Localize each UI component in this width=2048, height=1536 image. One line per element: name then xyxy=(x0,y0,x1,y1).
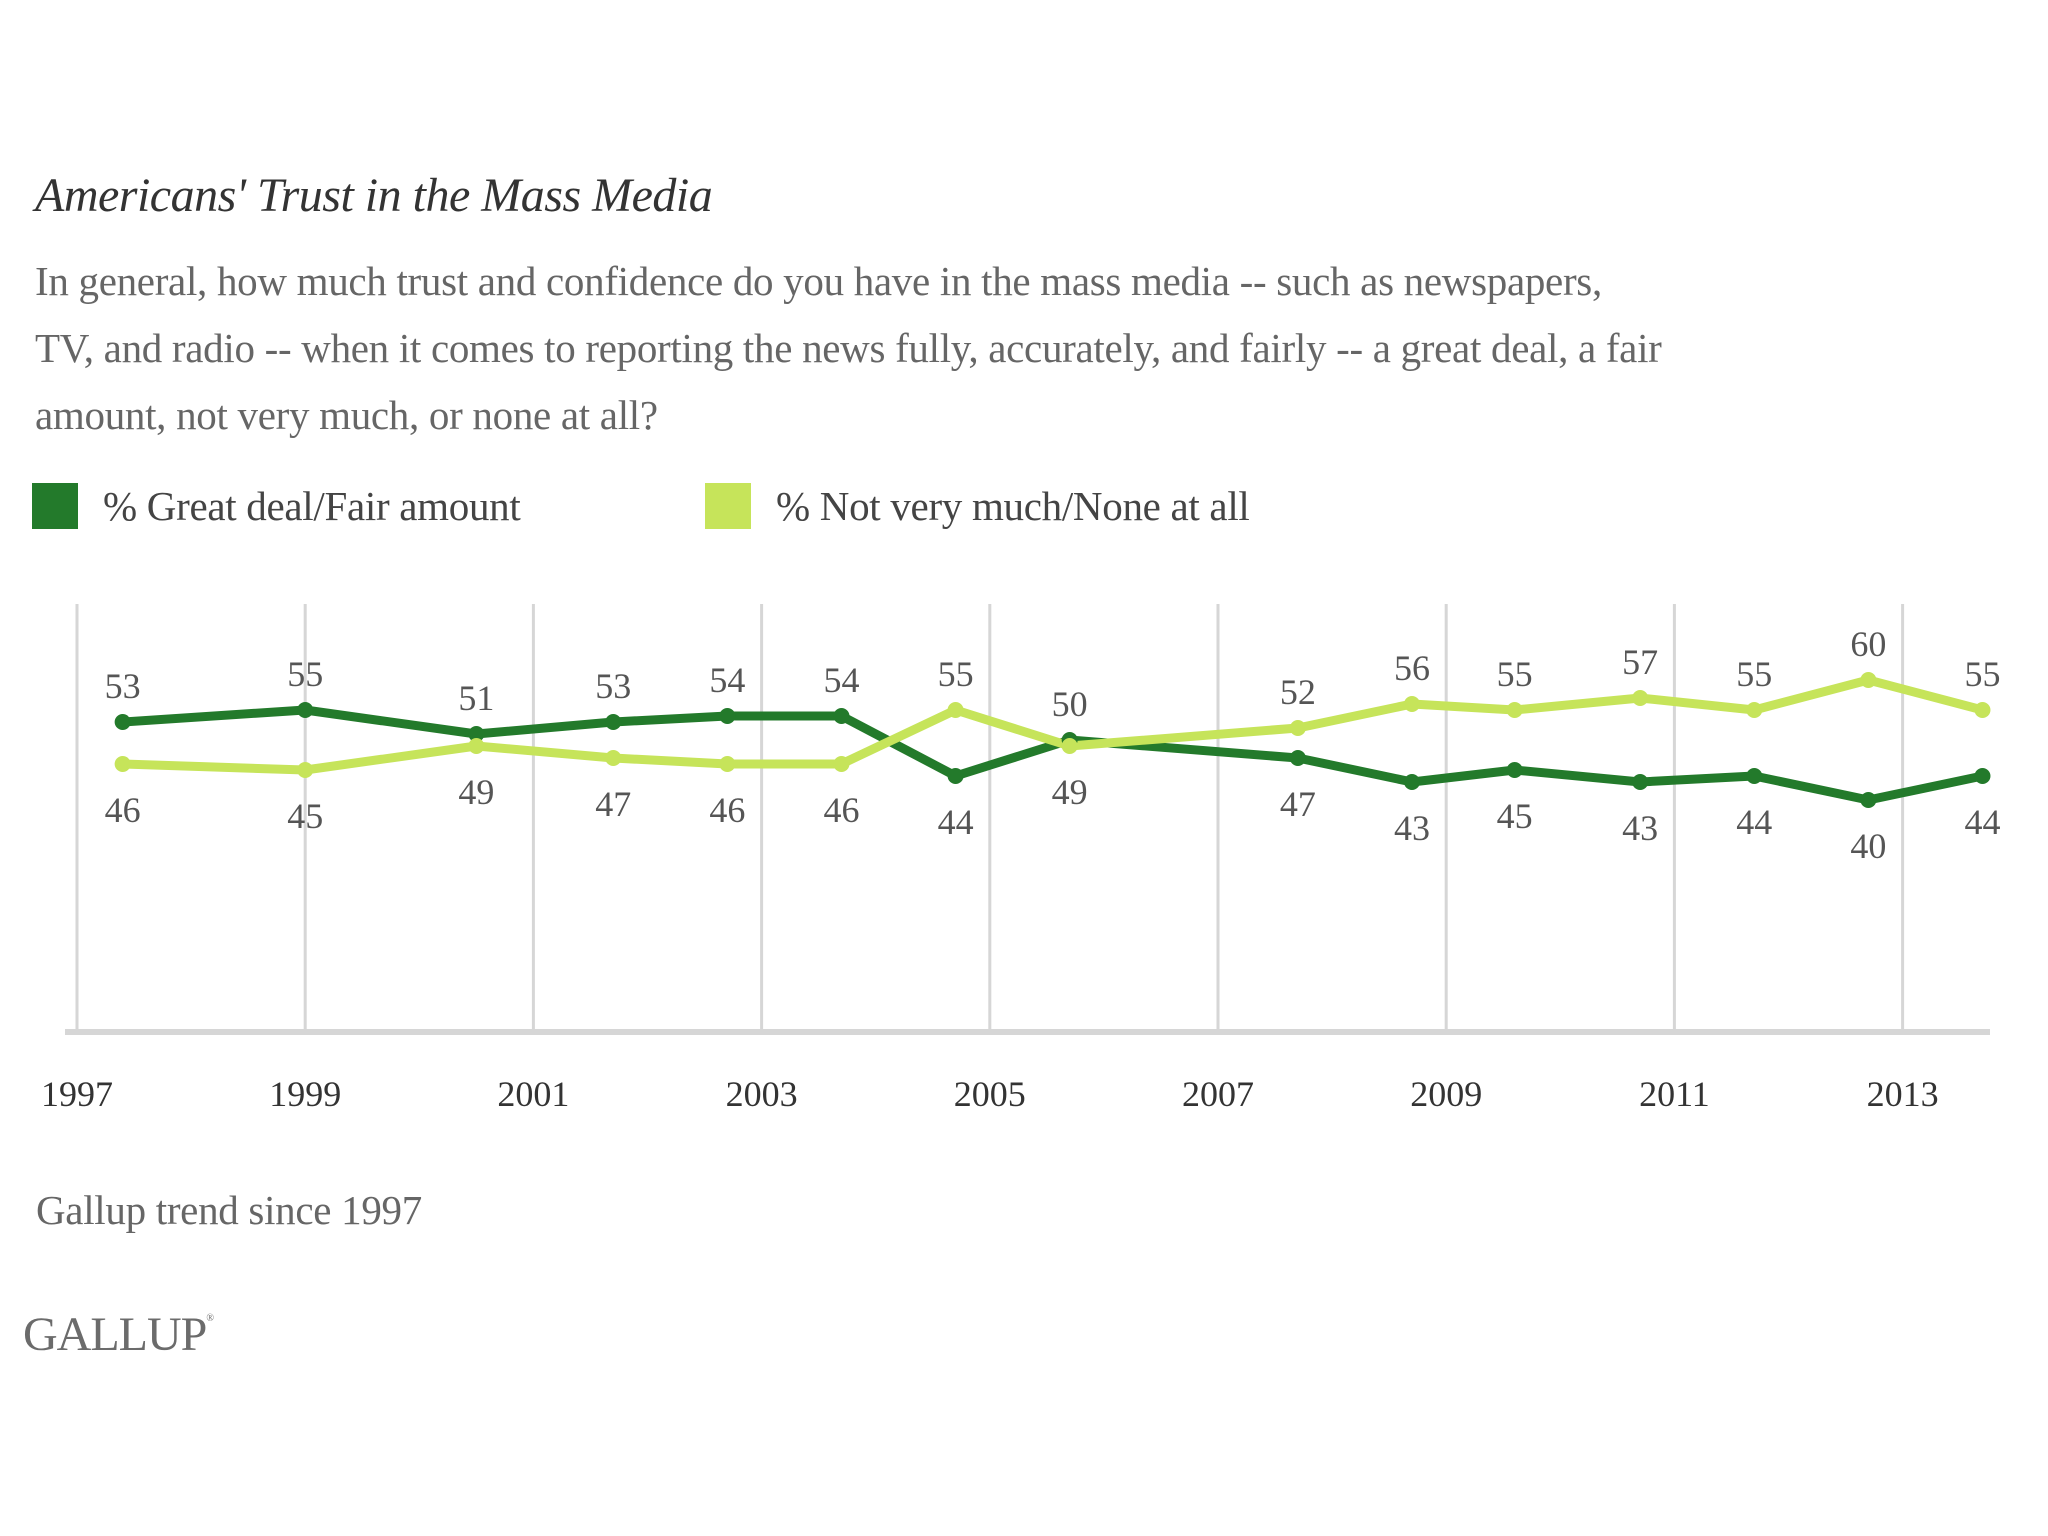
data-labels: 53 46 55 45 51 49 53 47 54 46 54 46 44 55 50 49 47 52 43 56… xyxy=(105,624,2001,866)
data-label-great-deal-fair-amount-7: 50 xyxy=(1052,684,1088,724)
footnote: Gallup trend since 1997 xyxy=(36,1187,422,1233)
data-label-not-very-much-none-at-all-8: 52 xyxy=(1280,672,1316,712)
data-label-great-deal-fair-amount-1: 55 xyxy=(287,654,323,694)
data-point-not-very-much-none-at-all-14 xyxy=(1974,702,1991,718)
data-label-great-deal-fair-amount-14: 44 xyxy=(1964,802,2000,842)
gallup-logo-text: GALLUP xyxy=(23,1308,207,1361)
data-point-not-very-much-none-at-all-7 xyxy=(1061,738,1078,754)
x-tick-label-2013: 2013 xyxy=(1867,1074,1939,1114)
data-point-not-very-much-none-at-all-12 xyxy=(1746,702,1763,718)
data-label-great-deal-fair-amount-9: 43 xyxy=(1394,808,1430,848)
data-point-not-very-much-none-at-all-5 xyxy=(833,756,850,772)
data-point-great-deal-fair-amount-10 xyxy=(1506,762,1523,778)
data-point-not-very-much-none-at-all-9 xyxy=(1403,696,1420,712)
x-tick-label-2009: 2009 xyxy=(1410,1074,1482,1114)
data-label-great-deal-fair-amount-4: 54 xyxy=(709,660,745,700)
data-label-not-very-much-none-at-all-6: 55 xyxy=(938,654,974,694)
question-line-2: TV, and radio -- when it comes to report… xyxy=(35,325,1662,371)
line-chart: 1997 1999 2001 2003 2005 2007 2009 2011 2013 53 4… xyxy=(41,604,2001,1114)
data-point-great-deal-fair-amount-13 xyxy=(1860,792,1877,808)
data-label-not-very-much-none-at-all-9: 56 xyxy=(1394,648,1430,688)
chart-question-text: In general, how much trust and confidenc… xyxy=(35,248,2035,449)
data-point-not-very-much-none-at-all-0 xyxy=(114,756,131,772)
data-point-great-deal-fair-amount-0 xyxy=(114,714,131,730)
data-label-not-very-much-none-at-all-13: 60 xyxy=(1850,624,1886,664)
data-label-not-very-much-none-at-all-2: 49 xyxy=(458,772,494,812)
x-tick-label-1999: 1999 xyxy=(269,1074,341,1114)
data-label-great-deal-fair-amount-0: 53 xyxy=(105,666,141,706)
data-point-great-deal-fair-amount-11 xyxy=(1632,774,1649,790)
data-label-great-deal-fair-amount-10: 45 xyxy=(1497,796,1533,836)
data-label-not-very-much-none-at-all-14: 55 xyxy=(1964,654,2000,694)
data-point-not-very-much-none-at-all-4 xyxy=(719,756,736,772)
question-line-1: In general, how much trust and confidenc… xyxy=(35,258,1602,304)
x-axis-tick-labels: 1997 1999 2001 2003 2005 2007 2009 2011 2013 xyxy=(41,1074,1939,1114)
x-tick-label-2007: 2007 xyxy=(1182,1074,1254,1114)
data-point-great-deal-fair-amount-1 xyxy=(297,702,314,718)
data-point-not-very-much-none-at-all-6 xyxy=(947,702,964,718)
legend-swatch-great-deal xyxy=(32,483,78,529)
legend-label-not-very-much: % Not very much/None at all xyxy=(776,483,1250,529)
x-tick-label-1997: 1997 xyxy=(41,1074,113,1114)
data-label-not-very-much-none-at-all-5: 46 xyxy=(823,790,859,830)
data-point-great-deal-fair-amount-5 xyxy=(833,708,850,724)
data-point-not-very-much-none-at-all-2 xyxy=(468,738,485,754)
data-label-not-very-much-none-at-all-7: 49 xyxy=(1052,772,1088,812)
data-point-great-deal-fair-amount-14 xyxy=(1974,768,1991,784)
chart-title: Americans' Trust in the Mass Media xyxy=(35,169,713,222)
data-point-not-very-much-none-at-all-3 xyxy=(605,750,622,766)
data-point-great-deal-fair-amount-3 xyxy=(605,714,622,730)
x-tick-label-2005: 2005 xyxy=(954,1074,1026,1114)
data-label-great-deal-fair-amount-6: 44 xyxy=(938,802,974,842)
gridlines xyxy=(75,604,1905,1032)
data-point-great-deal-fair-amount-4 xyxy=(719,708,736,724)
data-point-not-very-much-none-at-all-13 xyxy=(1860,672,1877,688)
data-label-not-very-much-none-at-all-3: 47 xyxy=(595,784,631,824)
x-tick-label-2003: 2003 xyxy=(726,1074,798,1114)
data-point-great-deal-fair-amount-8 xyxy=(1289,750,1306,766)
data-label-not-very-much-none-at-all-11: 57 xyxy=(1622,642,1658,682)
data-label-not-very-much-none-at-all-1: 45 xyxy=(287,796,323,836)
data-point-not-very-much-none-at-all-10 xyxy=(1506,702,1523,718)
x-tick-label-2001: 2001 xyxy=(497,1074,569,1114)
legend-swatch-not-very-much xyxy=(705,483,751,529)
gallup-logo: GALLUP® xyxy=(23,1307,214,1362)
data-label-not-very-much-none-at-all-10: 55 xyxy=(1497,654,1533,694)
data-label-not-very-much-none-at-all-12: 55 xyxy=(1736,654,1772,694)
data-label-not-very-much-none-at-all-4: 46 xyxy=(709,790,745,830)
data-label-great-deal-fair-amount-2: 51 xyxy=(458,678,494,718)
data-label-great-deal-fair-amount-8: 47 xyxy=(1280,784,1316,824)
data-label-great-deal-fair-amount-12: 44 xyxy=(1736,802,1772,842)
data-label-not-very-much-none-at-all-0: 46 xyxy=(105,790,141,830)
data-point-great-deal-fair-amount-9 xyxy=(1403,774,1420,790)
data-point-great-deal-fair-amount-2 xyxy=(468,726,485,742)
legend-label-great-deal: % Great deal/Fair amount xyxy=(103,483,521,529)
registered-mark: ® xyxy=(206,1313,214,1324)
data-label-great-deal-fair-amount-3: 53 xyxy=(595,666,631,706)
x-tick-label-2011: 2011 xyxy=(1639,1074,1710,1114)
data-label-great-deal-fair-amount-11: 43 xyxy=(1622,808,1658,848)
question-line-3: amount, not very much, or none at all? xyxy=(35,392,658,438)
data-point-not-very-much-none-at-all-1 xyxy=(297,762,314,778)
data-label-great-deal-fair-amount-13: 40 xyxy=(1850,826,1886,866)
data-point-not-very-much-none-at-all-8 xyxy=(1289,720,1306,736)
data-point-great-deal-fair-amount-12 xyxy=(1746,768,1763,784)
series-lines xyxy=(114,672,1991,808)
data-label-great-deal-fair-amount-5: 54 xyxy=(823,660,859,700)
data-point-great-deal-fair-amount-6 xyxy=(947,768,964,784)
data-point-not-very-much-none-at-all-11 xyxy=(1632,690,1649,706)
